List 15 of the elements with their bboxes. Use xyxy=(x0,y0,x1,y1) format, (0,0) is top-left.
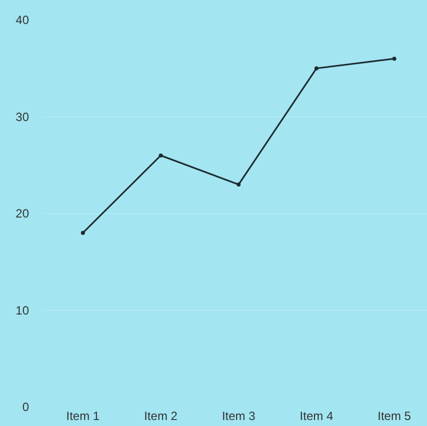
x-tick-label: Item 2 xyxy=(144,409,178,423)
y-tick-label: 40 xyxy=(16,13,30,28)
point xyxy=(158,153,163,158)
y-tick-label: 30 xyxy=(16,110,30,124)
y-tick-label: 20 xyxy=(16,206,30,221)
point xyxy=(236,182,241,186)
x-tick-label: Item 1 xyxy=(66,409,100,423)
y-tick-label: 10 xyxy=(16,303,30,318)
point xyxy=(80,230,85,235)
point xyxy=(314,66,318,70)
point xyxy=(392,56,396,61)
y-tick-label: 0 xyxy=(22,400,30,414)
x-tick-label: Item 3 xyxy=(222,409,256,423)
x-tick-label: Item 4 xyxy=(300,409,334,423)
x-tick-label: Item 5 xyxy=(378,409,412,423)
